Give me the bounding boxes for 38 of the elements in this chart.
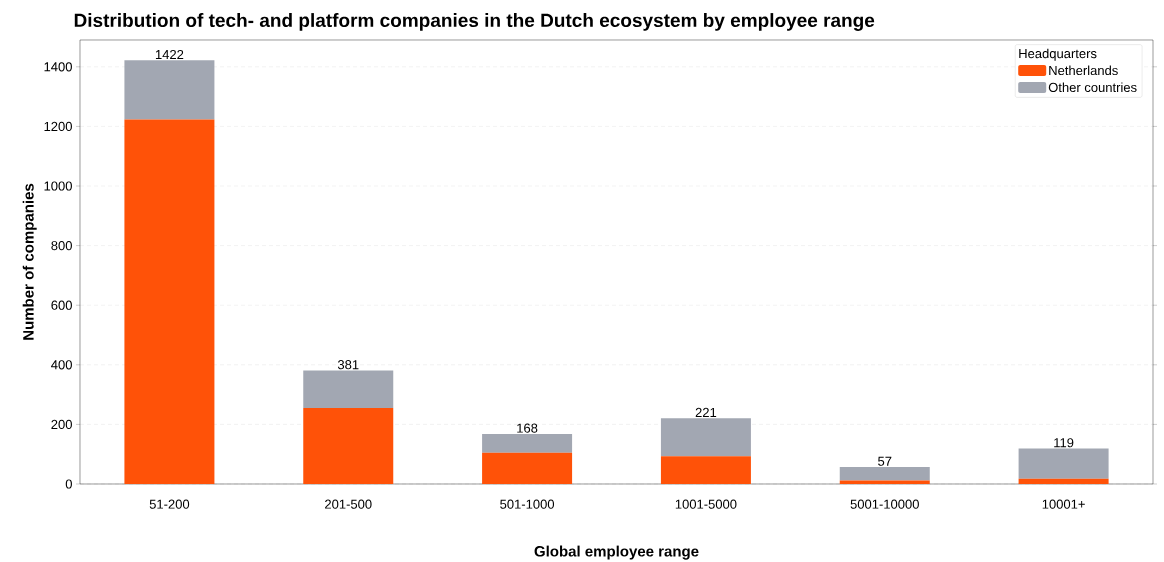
y-axis-title: Number of companies	[22, 183, 37, 340]
bar	[660, 418, 751, 457]
bar	[124, 119, 215, 484]
y-tick-label: 1000	[44, 181, 72, 191]
bar	[303, 370, 394, 409]
legend-label: Netherlands	[1049, 65, 1118, 76]
bar	[124, 60, 215, 120]
x-tick-label: 501-1000	[500, 499, 555, 509]
x-tick-label: 201-500	[325, 499, 372, 509]
total-label: 168	[517, 423, 538, 433]
y-tick-label: 1400	[44, 62, 72, 72]
x-tick-label: 5001-10000	[850, 499, 919, 509]
bar	[1018, 478, 1109, 484]
chart-title: Distribution of tech- and platform companies in the Dutch ecosystem by employee range	[74, 13, 875, 31]
total-label: 1422	[155, 49, 184, 60]
y-tick-label: 1200	[44, 121, 72, 132]
x-tick-label: 1001-5000	[675, 499, 737, 509]
bar	[303, 408, 394, 484]
x-axis-title: Global employee range	[534, 545, 699, 560]
legend-label: Other countries	[1048, 82, 1137, 93]
bar	[660, 456, 751, 484]
y-tick-label: 200	[51, 419, 72, 429]
y-tick-label: 600	[51, 300, 72, 310]
x-tick-label: 10001+	[1042, 499, 1085, 509]
bar	[1018, 448, 1109, 479]
y-tick-label: 400	[51, 360, 72, 370]
bar	[839, 467, 930, 481]
bar	[839, 480, 930, 484]
y-tick-label: 0	[65, 479, 72, 489]
total-label: 119	[1054, 438, 1074, 448]
y-tick-label: 800	[51, 241, 72, 251]
bar	[482, 452, 573, 484]
total-label: 381	[337, 360, 359, 370]
total-label: 57	[878, 456, 892, 466]
legend-title: Headquarters	[1019, 48, 1097, 61]
total-label: 221	[695, 407, 717, 417]
bar	[482, 433, 573, 453]
x-tick-label: 51-200	[149, 499, 190, 509]
